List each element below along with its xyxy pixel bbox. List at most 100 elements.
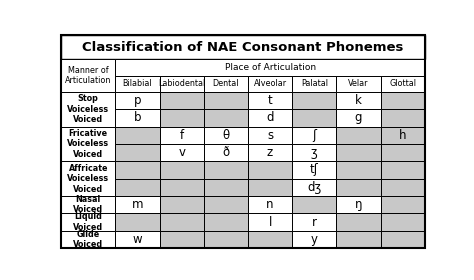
Bar: [248, 231, 292, 248]
Bar: [116, 213, 160, 231]
Bar: [116, 109, 160, 127]
Text: Liquid
Voiced: Liquid Voiced: [73, 212, 103, 232]
Bar: [337, 231, 381, 248]
Bar: [61, 127, 116, 161]
Bar: [381, 76, 425, 92]
Text: Glottal: Glottal: [389, 79, 416, 88]
Bar: [381, 213, 425, 231]
Text: Stop
Voiceless
Voiced: Stop Voiceless Voiced: [67, 94, 109, 124]
Bar: [292, 109, 337, 127]
Bar: [337, 92, 381, 109]
Bar: [116, 161, 160, 179]
Bar: [204, 144, 248, 161]
Bar: [160, 109, 204, 127]
Bar: [204, 196, 248, 213]
Bar: [160, 144, 204, 161]
Bar: [292, 179, 337, 196]
Text: y: y: [311, 233, 318, 246]
Bar: [381, 127, 425, 144]
Text: t: t: [268, 94, 273, 107]
Bar: [248, 196, 292, 213]
Bar: [248, 92, 292, 109]
Text: Affricate
Voiceless
Voiced: Affricate Voiceless Voiced: [67, 164, 109, 193]
Bar: [337, 144, 381, 161]
Bar: [160, 127, 204, 144]
Bar: [381, 161, 425, 179]
Bar: [381, 196, 425, 213]
Bar: [381, 179, 425, 196]
Bar: [381, 144, 425, 161]
Text: h: h: [399, 129, 406, 142]
Bar: [116, 127, 160, 144]
Bar: [204, 92, 248, 109]
Text: s: s: [267, 129, 273, 142]
Bar: [381, 109, 425, 127]
Bar: [61, 161, 116, 196]
Bar: [61, 35, 425, 59]
Bar: [116, 144, 160, 161]
Bar: [248, 213, 292, 231]
Text: ʃ: ʃ: [312, 129, 316, 142]
Text: θ: θ: [222, 129, 229, 142]
Bar: [61, 92, 116, 127]
Bar: [61, 59, 116, 92]
Bar: [337, 161, 381, 179]
Text: Glide
Voiced: Glide Voiced: [73, 230, 103, 249]
Bar: [204, 161, 248, 179]
Text: g: g: [355, 111, 362, 124]
Bar: [160, 161, 204, 179]
Text: Nasal
Voiced: Nasal Voiced: [73, 195, 103, 214]
Text: Manner of
Articulation: Manner of Articulation: [65, 66, 111, 85]
Bar: [337, 213, 381, 231]
Bar: [337, 127, 381, 144]
Bar: [292, 161, 337, 179]
Bar: [248, 127, 292, 144]
Bar: [116, 92, 160, 109]
Bar: [248, 109, 292, 127]
Text: Labiodental: Labiodental: [158, 79, 205, 88]
Bar: [160, 213, 204, 231]
Text: m: m: [132, 198, 143, 211]
Bar: [116, 231, 160, 248]
Bar: [248, 76, 292, 92]
Bar: [204, 231, 248, 248]
Bar: [292, 231, 337, 248]
Bar: [61, 196, 116, 213]
Bar: [160, 196, 204, 213]
Bar: [292, 196, 337, 213]
Text: Alveolar: Alveolar: [254, 79, 287, 88]
Text: ŋ: ŋ: [355, 198, 362, 211]
Text: Palatal: Palatal: [301, 79, 328, 88]
Text: d: d: [266, 111, 274, 124]
Bar: [292, 127, 337, 144]
Text: f: f: [180, 129, 184, 142]
Text: Place of Articulation: Place of Articulation: [225, 63, 316, 72]
Text: n: n: [266, 198, 274, 211]
Bar: [116, 59, 425, 76]
Text: k: k: [355, 94, 362, 107]
Bar: [248, 161, 292, 179]
Bar: [292, 213, 337, 231]
Bar: [337, 76, 381, 92]
Text: dʒ: dʒ: [307, 181, 321, 194]
Text: Velar: Velar: [348, 79, 369, 88]
Text: w: w: [133, 233, 142, 246]
Bar: [381, 92, 425, 109]
Bar: [337, 179, 381, 196]
Text: z: z: [267, 146, 273, 159]
Bar: [337, 109, 381, 127]
Bar: [292, 144, 337, 161]
Text: Fricative
Voiceless
Voiced: Fricative Voiceless Voiced: [67, 129, 109, 159]
Text: Dental: Dental: [213, 79, 239, 88]
Bar: [160, 231, 204, 248]
Text: p: p: [134, 94, 141, 107]
Text: tʃ: tʃ: [310, 164, 319, 176]
Text: Bilabial: Bilabial: [123, 79, 152, 88]
Bar: [292, 92, 337, 109]
Text: ð: ð: [222, 146, 229, 159]
Bar: [116, 196, 160, 213]
Text: b: b: [134, 111, 141, 124]
Bar: [116, 76, 160, 92]
Bar: [116, 179, 160, 196]
Bar: [160, 76, 204, 92]
